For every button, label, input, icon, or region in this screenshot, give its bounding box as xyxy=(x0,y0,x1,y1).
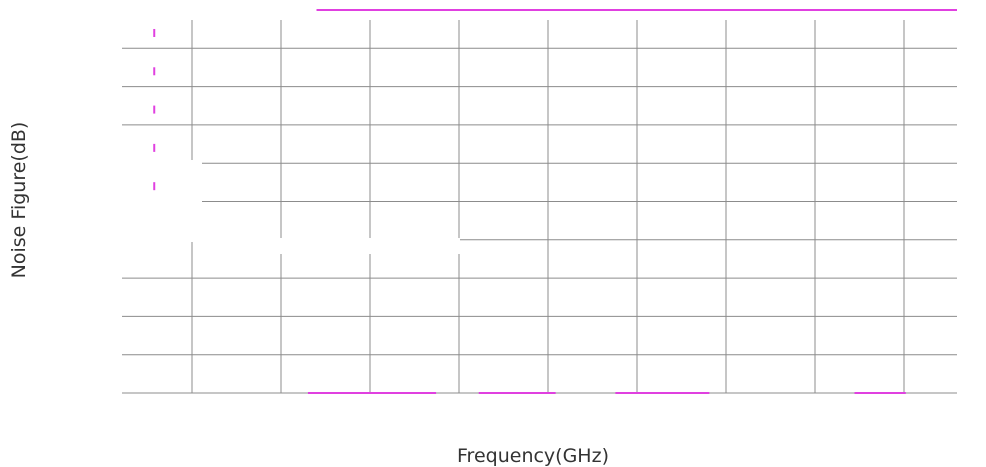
faded-region xyxy=(200,238,460,254)
series-point xyxy=(153,143,156,152)
series-noise-figure xyxy=(153,9,957,394)
series-point xyxy=(153,28,156,37)
series-point xyxy=(153,105,156,114)
series-point xyxy=(153,182,156,191)
series-point xyxy=(153,67,156,76)
faded-region xyxy=(122,212,242,242)
faded-region xyxy=(122,160,202,212)
y-axis-title: Noise Figure(dB) xyxy=(8,122,30,279)
grid xyxy=(122,20,957,394)
x-axis-title: Frequency(GHz) xyxy=(457,445,609,467)
